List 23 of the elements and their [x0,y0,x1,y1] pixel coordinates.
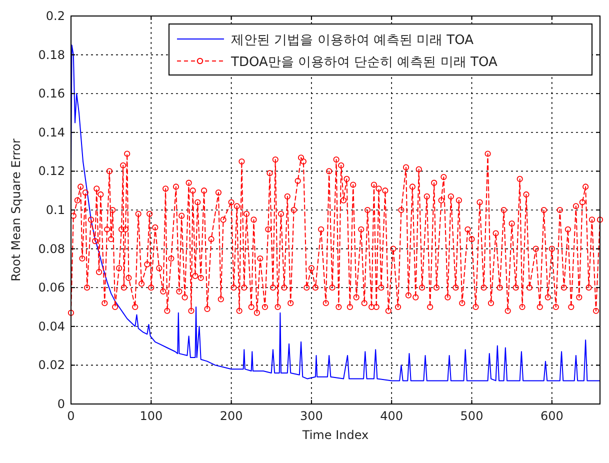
x-tick-label: 600 [540,409,564,423]
x-tick-label: 100 [140,409,163,423]
y-tick-label: 0.16 [38,86,65,101]
x-tick-label: 200 [220,409,243,423]
line-series [70,44,600,382]
y-tick-label: 0.04 [38,319,65,334]
y-tick-label: 0.14 [38,125,65,140]
y-tick-label: 0.12 [38,164,65,178]
x-axis-title: Time Index [301,428,369,442]
y-tick-label: 0.2 [46,9,65,23]
y-tick-label: 0 [57,397,65,411]
x-tick-label: 0 [67,409,75,423]
y-tick-label: 0.18 [38,48,65,62]
y-tick-label: 0.06 [38,280,65,295]
y-axis-title: Root Mean Square Error [9,138,23,282]
y-tick-label: 0.02 [38,358,65,372]
y-tick-label: 0.1 [46,203,65,217]
y-tick-label: 0.08 [38,242,65,256]
x-tick-label: 300 [300,409,323,423]
legend-label: TDOA만을 이용하여 단순히 예측된 미래 TOA [230,55,498,70]
x-tick-label: 400 [380,409,404,423]
legend-label: 제안된 기법을 이용하여 예측된 미래 TOA [231,33,474,48]
x-tick-label: 500 [460,409,484,423]
